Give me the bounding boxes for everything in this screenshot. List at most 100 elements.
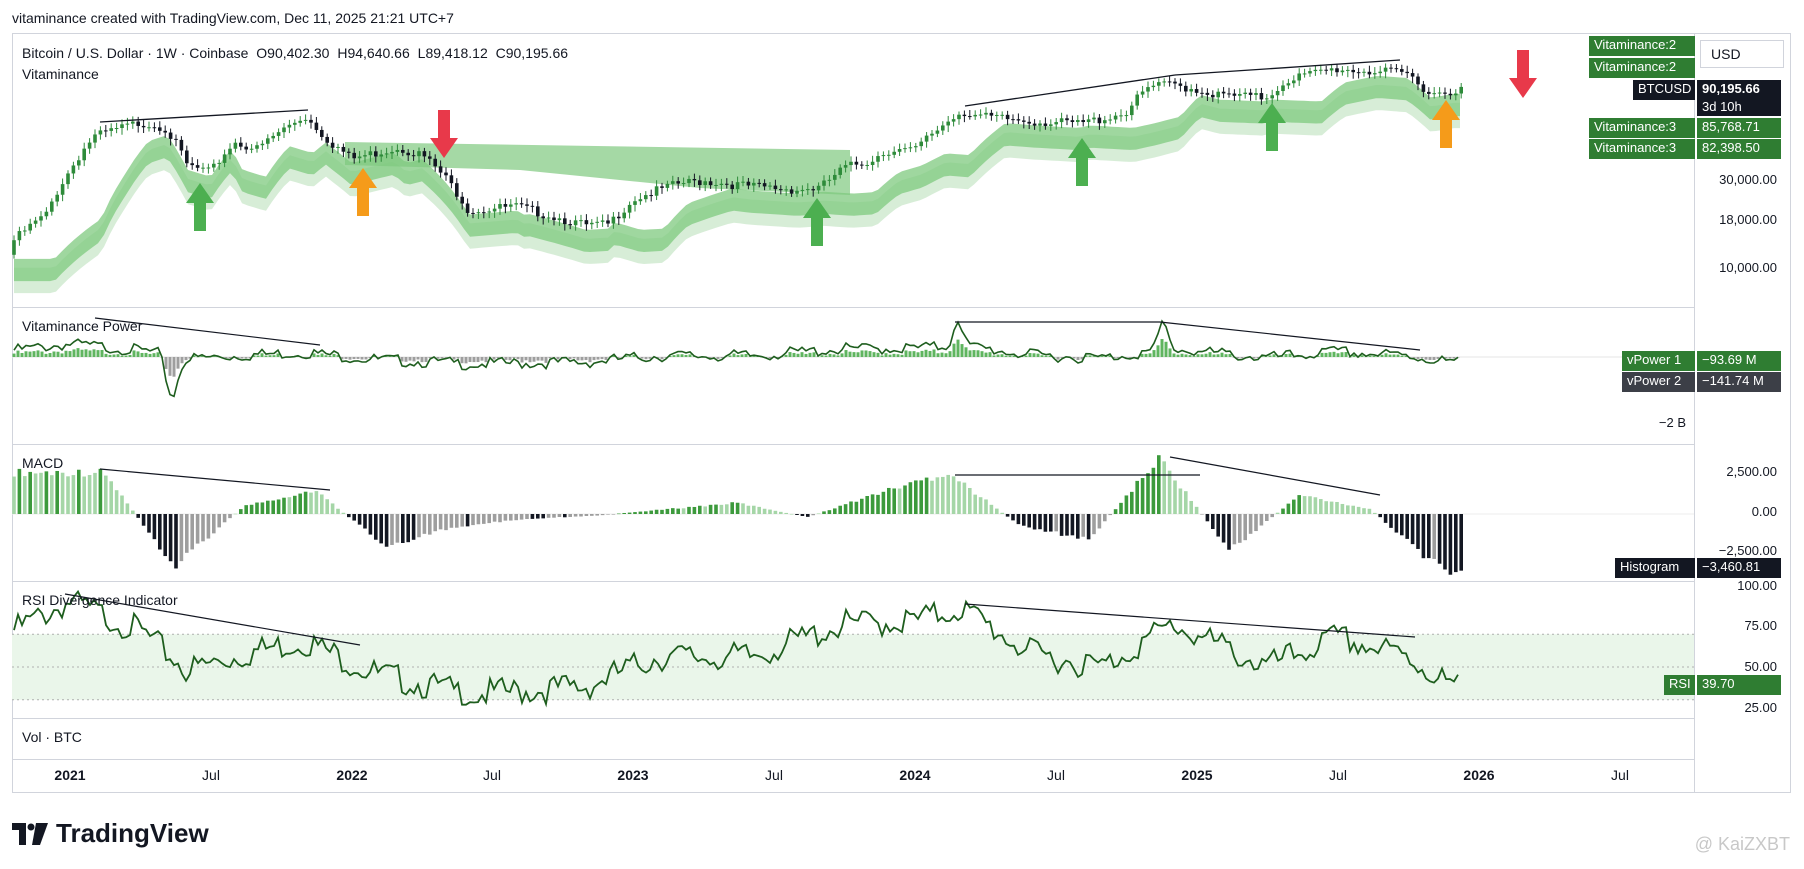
power-bar [364, 357, 368, 360]
power-bar [752, 356, 756, 357]
currency-selector[interactable]: USD [1700, 40, 1784, 68]
macd-histogram-bar [1016, 514, 1021, 525]
power-bar [880, 355, 884, 357]
power-bar [188, 357, 192, 359]
candle-body [347, 151, 351, 153]
power-bar [1004, 355, 1008, 357]
macd-histogram-bar [357, 514, 362, 525]
candle-body [644, 195, 648, 200]
candle-body [44, 211, 49, 217]
macd-histogram-bar [1167, 470, 1172, 514]
macd-pane-title[interactable]: MACD [22, 455, 64, 471]
macd-histogram-bar [1086, 514, 1091, 540]
macd-histogram-bar [1362, 508, 1366, 514]
power-bar [556, 357, 560, 360]
power-bar [164, 357, 168, 369]
power-bar [1036, 353, 1040, 357]
power-bar [808, 352, 812, 357]
power-bar [568, 357, 572, 360]
candle-body [622, 212, 626, 219]
power-bar [984, 352, 988, 357]
macd-tick-2500: 2,500.00 [1726, 464, 1777, 479]
macd-histogram-bar [1043, 514, 1048, 532]
power-bar [908, 351, 912, 357]
candle-body [600, 220, 605, 222]
candle-body [822, 180, 826, 186]
power-bar [680, 354, 684, 357]
macd-histogram-bar [557, 514, 562, 517]
rsi-label: RSI [1664, 675, 1695, 695]
candle-body [303, 119, 308, 121]
power-bar [1040, 355, 1044, 357]
macd-histogram-bar [1178, 488, 1183, 514]
macd-histogram-bar [1448, 514, 1453, 575]
power-bar [1228, 354, 1232, 357]
rsi-pane-title[interactable]: RSI Divergence Indicator [22, 592, 178, 608]
candle-body [1443, 92, 1447, 94]
power-bar [1436, 357, 1440, 359]
macd-histogram-bar [638, 511, 643, 514]
candle-body [1032, 123, 1037, 126]
macd-histogram-bar [125, 503, 130, 514]
power-bar [708, 357, 712, 358]
power-bar [156, 352, 160, 357]
macd-histogram-bar [1097, 514, 1102, 529]
candle-body [849, 161, 853, 166]
power-bar [1188, 355, 1192, 357]
candle-body [1319, 69, 1323, 71]
macd-histogram-bar [422, 514, 427, 534]
candle-body [503, 204, 508, 207]
volume-pane-title[interactable]: Vol · BTC [22, 729, 82, 745]
candle-body [336, 146, 340, 148]
tradingview-logo[interactable]: TradingView [12, 818, 209, 849]
macd-histogram-bar [492, 514, 497, 522]
macd-histogram-bar [708, 504, 713, 514]
candle-body [1248, 92, 1253, 95]
macd-histogram-bar [109, 481, 113, 514]
power-pane-title[interactable]: Vitaminance Power [22, 318, 143, 334]
power-bar [348, 357, 352, 360]
power-bar [1404, 355, 1408, 357]
macd-histogram-bar [833, 508, 837, 514]
symbol-title[interactable]: Bitcoin / U.S. Dollar · 1W · Coinbase [22, 45, 249, 61]
macd-histogram-bar [374, 514, 378, 540]
power-bar [968, 350, 972, 357]
power-bar [352, 357, 356, 360]
candle-body [125, 123, 130, 125]
macd-histogram-bar [190, 514, 194, 550]
candle-body [341, 146, 346, 152]
power-bar [576, 357, 580, 361]
price-axis-separator [1694, 33, 1695, 793]
power-bar [944, 353, 948, 357]
x-tick-2021: 2021 [54, 767, 86, 783]
macd-histogram-bar [244, 505, 248, 514]
macd-histogram-bar [1324, 501, 1328, 514]
x-tick-jul-2025: Jul [1329, 767, 1347, 783]
x-tick-jul-2024: Jul [1047, 767, 1065, 783]
candle-body [1097, 117, 1102, 124]
main-indicator-title[interactable]: Vitaminance [22, 66, 99, 82]
buy-arrow-green [1258, 103, 1286, 151]
candle-body [179, 139, 184, 151]
power-bar [1272, 354, 1276, 357]
macd-histogram-bar [1346, 505, 1350, 514]
macd-histogram-bar [1216, 514, 1220, 537]
power-bar [428, 357, 432, 359]
macd-histogram-bar [1259, 514, 1264, 526]
macd-histogram-bar [1238, 514, 1242, 543]
candle-body [1016, 119, 1021, 121]
candle-body [406, 152, 410, 156]
candle-body [741, 181, 745, 183]
candle-body [1043, 123, 1048, 126]
candle-body [120, 124, 124, 129]
candle-body [1151, 85, 1156, 88]
power-bar [1204, 353, 1208, 357]
divergence-line-power-2 [1159, 321, 1421, 351]
pane-separator-4 [12, 718, 1695, 719]
power-bar [136, 351, 140, 357]
power-bar [964, 347, 968, 357]
candle-body [71, 165, 76, 174]
candle-body [379, 154, 383, 157]
power-bar [324, 355, 328, 357]
candle-body [762, 183, 767, 187]
